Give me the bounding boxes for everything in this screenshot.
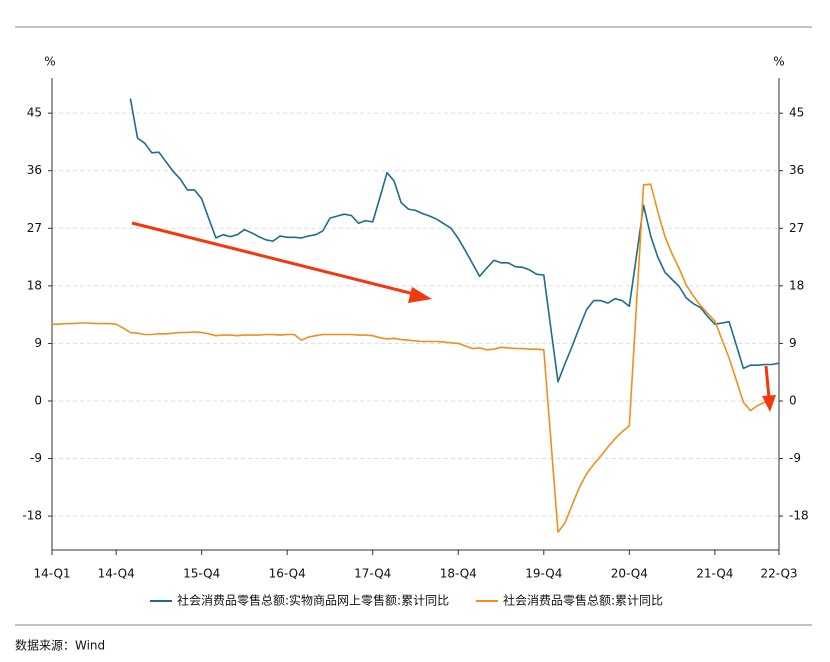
trend-arrow (131, 221, 776, 412)
y-tick-label: 27 (27, 221, 42, 235)
y-tick-label: 18 (27, 278, 42, 292)
x-tick-label: 19-Q4 (525, 567, 562, 581)
x-tick-label: 16-Q4 (269, 567, 306, 581)
arrow-shaft (764, 365, 771, 399)
y-tick-label: 45 (27, 106, 42, 120)
y2-tick-label: 0 (789, 393, 797, 407)
x-tick-label: 21-Q4 (696, 567, 733, 581)
series-line (129, 98, 780, 383)
legend: 社会消费品零售总额:实物商品网上零售额:累计同比 社会消费品零售总额:累计同比 (150, 593, 663, 608)
source: 数据来源：Wind (15, 638, 105, 653)
y2-tick-label: 27 (789, 221, 804, 235)
plot: -18 -18 -9 -9 0 0 9 9 18 18 27 27 36 36 45 45 14-Q1 14-Q4… (22, 78, 809, 581)
y2-tick-label: -18 (789, 509, 809, 523)
y2-unit: % (773, 55, 784, 69)
legend-label: 社会消费品零售总额:实物商品网上零售额:累计同比 (177, 593, 449, 608)
y2-tick-label: -9 (789, 451, 801, 465)
y-tick-label: -9 (30, 451, 42, 465)
y2-tick-label: 9 (789, 336, 797, 350)
y2-tick-label: 36 (789, 163, 804, 177)
legend-label: 社会消费品零售总额:累计同比 (503, 593, 663, 608)
y-tick-label: 9 (34, 336, 42, 350)
x-tick-label: 18-Q4 (440, 567, 477, 581)
y2-tick-label: 45 (789, 106, 804, 120)
x-tick-label: 20-Q4 (611, 567, 648, 581)
y-tick-label: 0 (34, 393, 42, 407)
y-tick-label: -18 (22, 509, 42, 523)
x-tick-label: 15-Q4 (183, 567, 220, 581)
x-tick-label: 14-Q1 (33, 567, 70, 581)
x-tick-label: 14-Q4 (98, 567, 135, 581)
arrow-shaft (131, 221, 419, 297)
x-tick-label: 22-Q3 (760, 567, 797, 581)
y2-tick-label: 18 (789, 278, 804, 292)
series-line (52, 183, 773, 533)
arrow-head (408, 287, 432, 303)
y-unit: % (44, 55, 55, 69)
y-tick-label: 36 (27, 163, 42, 177)
arrow-head (762, 395, 776, 412)
x-tick-label: 17-Q4 (354, 567, 391, 581)
